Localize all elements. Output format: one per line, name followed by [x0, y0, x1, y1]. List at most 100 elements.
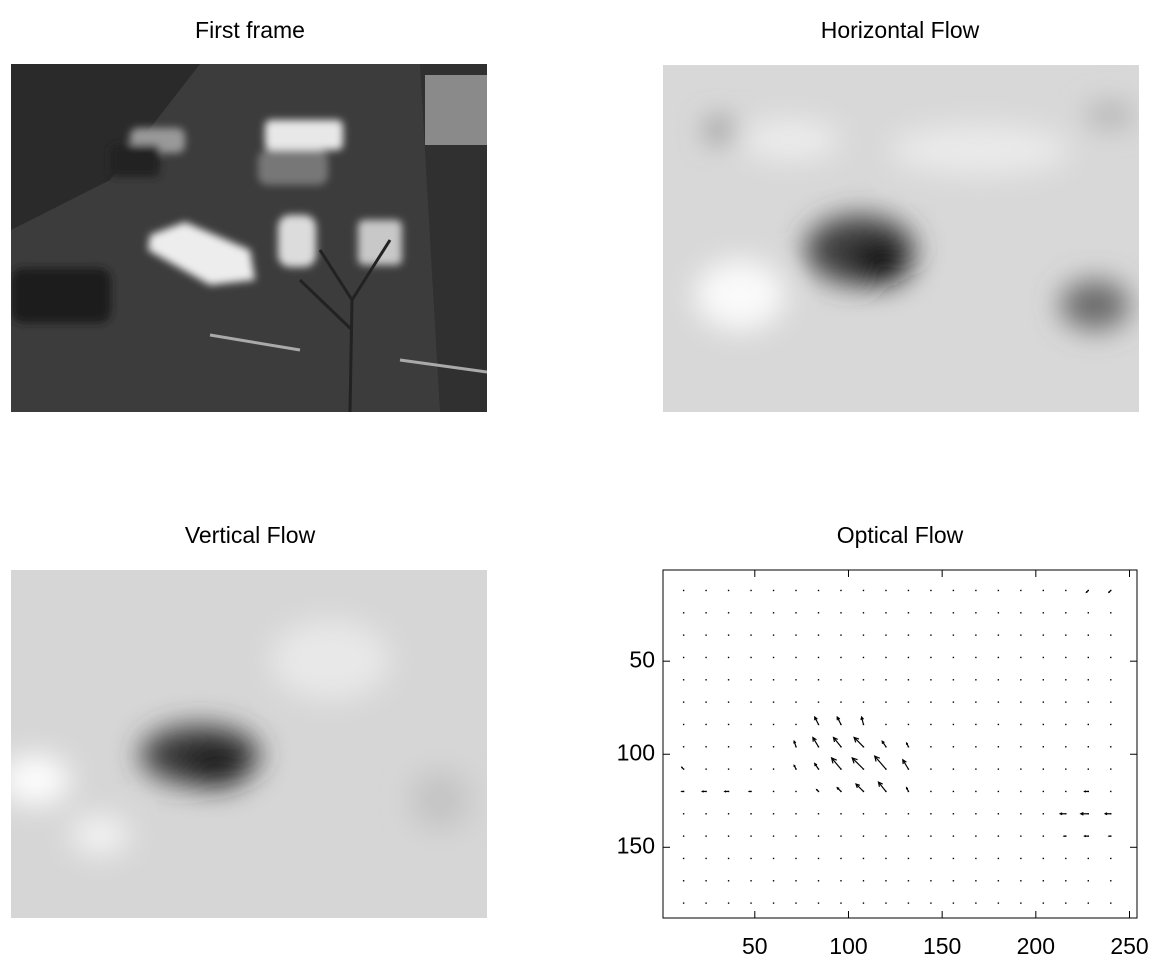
arrow-part	[863, 634, 864, 635]
arrow-part	[1065, 746, 1066, 747]
arrow	[975, 634, 976, 635]
arrow-part	[702, 791, 703, 792]
arrow	[728, 657, 729, 658]
arrow	[728, 835, 729, 836]
arrow-part	[705, 746, 706, 747]
arrow	[773, 880, 774, 881]
arrow-part	[1043, 880, 1044, 881]
arrow-part	[863, 880, 864, 881]
x-tick-label: 150	[923, 933, 961, 959]
arrow	[795, 813, 796, 814]
arrow	[1043, 612, 1044, 613]
arrow-part	[1020, 746, 1021, 747]
arrow-part	[975, 746, 976, 747]
arrow	[705, 768, 706, 769]
arrow-part	[728, 724, 729, 725]
arrow	[840, 634, 841, 635]
arrow-part	[885, 835, 886, 836]
arrow	[1110, 701, 1111, 702]
arrow	[705, 880, 706, 881]
arrow	[998, 612, 999, 613]
arrow	[728, 679, 729, 680]
arrow	[818, 612, 819, 613]
arrow	[705, 679, 706, 680]
arrow	[998, 902, 999, 903]
arrow-part	[998, 679, 999, 680]
arrow-part	[795, 835, 796, 836]
arrow-part	[1020, 835, 1021, 836]
arrow-part	[795, 813, 796, 814]
arrow-part	[1065, 612, 1066, 613]
arrow	[1043, 902, 1044, 903]
arrow	[863, 679, 864, 680]
arrow	[773, 768, 774, 769]
arrow	[1043, 858, 1044, 859]
arrow-part	[1065, 634, 1066, 635]
arrow	[840, 813, 841, 814]
arrow-part	[1110, 724, 1111, 725]
arrow	[885, 880, 886, 881]
arrow-part	[953, 880, 954, 881]
arrow	[728, 634, 729, 635]
arrow	[1110, 657, 1111, 658]
arrow	[953, 657, 954, 658]
arrow-part	[1065, 679, 1066, 680]
arrow	[683, 701, 684, 702]
arrow	[1088, 701, 1089, 702]
arrow-part	[1088, 902, 1089, 903]
arrow-part	[795, 634, 796, 635]
arrow-part	[1085, 791, 1086, 792]
arrow	[1088, 679, 1089, 680]
arrow	[773, 724, 774, 725]
arrow-part	[1110, 858, 1111, 859]
arrow	[908, 880, 909, 881]
arrow	[975, 880, 976, 881]
arrow	[1065, 858, 1066, 859]
arrow-part	[975, 657, 976, 658]
arrow-part	[728, 746, 729, 747]
arrow-part	[773, 791, 774, 792]
arrow-part	[953, 768, 954, 769]
arrow-part	[705, 813, 706, 814]
arrow-part	[1088, 701, 1089, 702]
arrow	[773, 835, 774, 836]
arrow-part	[930, 880, 931, 881]
arrow	[750, 612, 751, 613]
arrow	[840, 612, 841, 613]
arrow-part	[1020, 612, 1021, 613]
arrow-part	[1043, 657, 1044, 658]
arrow	[683, 813, 684, 814]
arrow	[773, 746, 774, 747]
arrow	[1043, 880, 1044, 881]
arrow-part	[998, 813, 999, 814]
arrow-part	[705, 612, 706, 613]
arrow	[1020, 813, 1021, 814]
arrow-part	[682, 791, 683, 792]
arrow	[1020, 701, 1021, 702]
arrow-part	[863, 858, 864, 859]
arrow-part	[975, 768, 976, 769]
arrow-part	[953, 902, 954, 903]
arrow	[1065, 679, 1066, 680]
arrow	[975, 657, 976, 658]
arrow-part	[705, 657, 706, 658]
arrow-part	[773, 590, 774, 591]
arrow-part	[975, 612, 976, 613]
arrow	[705, 657, 706, 658]
arrow-part	[975, 724, 976, 725]
arrow-part	[795, 612, 796, 613]
arrow-part	[750, 902, 751, 903]
arrow	[930, 791, 931, 792]
arrow	[705, 835, 706, 836]
arrow	[863, 880, 864, 881]
arrow	[773, 791, 774, 792]
arrow-part	[750, 724, 751, 725]
arrow-part	[840, 835, 841, 836]
arrow	[1088, 858, 1089, 859]
arrow-part	[773, 657, 774, 658]
arrow	[975, 858, 976, 859]
arrow-part	[1110, 657, 1111, 658]
arrow-part	[885, 902, 886, 903]
arrow-part	[749, 791, 750, 792]
arrow	[773, 634, 774, 635]
